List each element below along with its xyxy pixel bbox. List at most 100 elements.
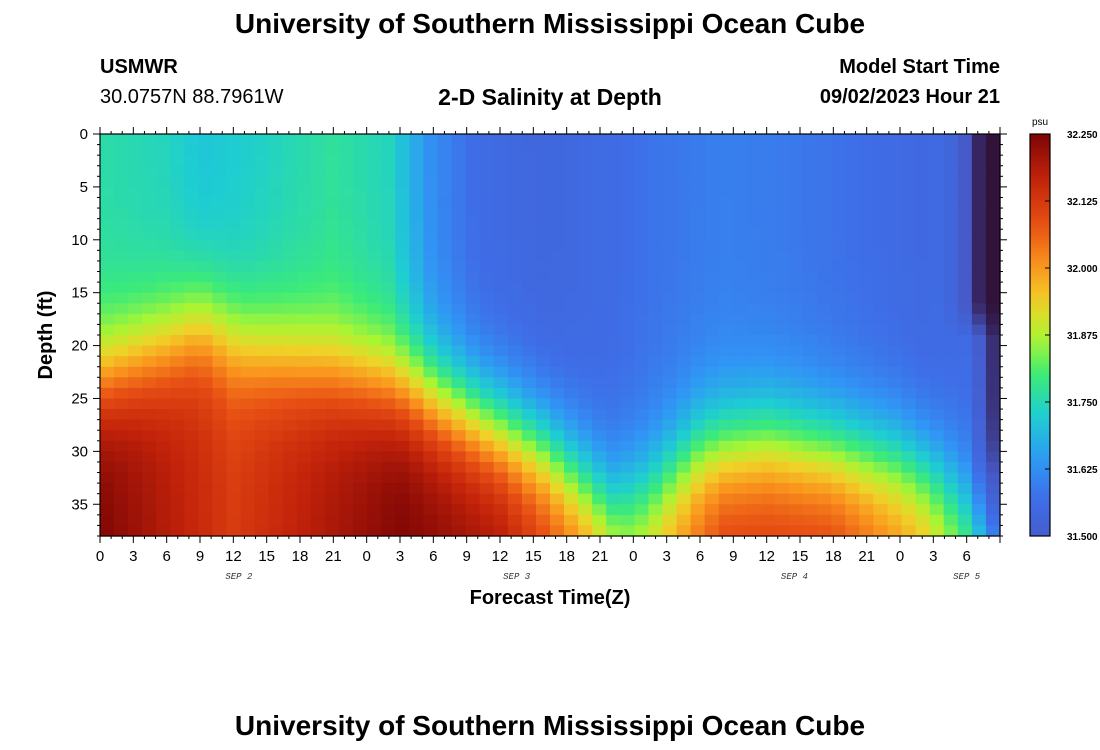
heatmap-cell [367,186,382,199]
heatmap-cell [564,483,579,495]
heatmap-cell [564,366,579,378]
heatmap-cell [451,451,467,463]
heatmap-cell [170,483,185,495]
heatmap-cell [114,335,129,347]
heatmap-cell [353,144,368,156]
heatmap-cell [395,419,410,431]
heatmap-cell [409,430,425,442]
heatmap-cell [704,165,720,177]
heatmap-cell [887,409,903,421]
heatmap-cell [437,155,453,167]
heatmap-cell [775,134,790,146]
heatmap-cell [760,218,776,230]
heatmap-cell [156,366,171,378]
heatmap-cell [901,366,917,378]
heatmap-cell [985,345,1001,357]
heatmap-cell [465,377,481,389]
heatmap-cell [493,472,509,484]
heatmap-cell [479,514,495,527]
heatmap-cell [662,356,678,368]
heatmap-cell [606,229,621,241]
heatmap-cell [381,387,396,400]
heatmap-cell [676,229,692,241]
heatmap-cell [859,176,875,188]
heatmap-cell [451,366,467,378]
heatmap-cell [690,134,706,146]
heatmap-cell [775,345,790,357]
heatmap-cell [268,377,284,389]
heatmap-cell [451,239,467,251]
heatmap-cell [296,165,312,177]
heatmap-cell [310,493,326,505]
heatmap-cell [648,356,664,368]
heatmap-cell [690,186,706,199]
heatmap-cell [339,525,354,537]
heatmap-cell [353,186,368,199]
heatmap-cell [310,155,326,167]
heatmap-cell [156,387,171,400]
heatmap-cell [128,366,143,378]
heatmap-cell [423,165,439,177]
heatmap-cell [578,155,593,167]
heatmap-cell [198,514,214,527]
heatmap-cell [521,430,537,442]
heatmap-cell [142,504,157,516]
heatmap-cell [114,493,129,505]
heatmap-cell [493,250,509,262]
heatmap-cell [943,356,959,368]
heatmap-cell [310,440,326,452]
heatmap-cell [971,303,987,315]
heatmap-cell [690,250,706,262]
heatmap-cell [662,366,678,378]
heatmap-cell [395,451,410,463]
heatmap-cell [943,324,959,336]
heatmap-cell [437,239,453,251]
heatmap-cell [310,176,326,188]
heatmap-cell [789,186,804,199]
heatmap-cell [535,387,551,400]
heatmap-cell [718,377,734,389]
heatmap-cell [760,483,776,495]
heatmap-cell [578,493,593,505]
x-tick-label: 3 [662,548,670,565]
heatmap-cell [507,409,523,421]
heatmap-cell [676,451,692,463]
heatmap-cell [310,313,326,326]
heatmap-cell [845,419,860,431]
heatmap-cell [620,208,635,220]
heatmap-cell [606,282,621,294]
heatmap-cell [339,197,354,209]
heatmap-cell [620,176,635,188]
heatmap-cell [957,165,973,177]
heatmap-cell [282,356,298,368]
heatmap-cell [339,282,354,294]
heatmap-cell [395,504,410,516]
heatmap-cell [564,377,579,389]
heatmap-cell [789,409,804,421]
heatmap-cell [690,504,706,516]
heatmap-cell [240,366,256,378]
heatmap-cell [114,525,129,537]
heatmap-cell [831,324,846,336]
heatmap-cell [381,250,396,262]
heatmap-cell [507,176,523,188]
heatmap-cell [409,155,425,167]
heatmap-cell [606,504,621,516]
heatmap-cell [676,409,692,421]
heatmap-cell [845,313,860,326]
heatmap-cell [381,324,396,336]
heatmap-cell [957,197,973,209]
heatmap-cell [310,186,326,199]
heatmap-cell [282,134,298,146]
heatmap-cell [451,144,467,156]
heatmap-cell [690,218,706,230]
heatmap-cell [268,345,284,357]
heatmap-cell [732,419,748,431]
heatmap-cell [437,472,453,484]
heatmap-cell [564,134,579,146]
heatmap-cell [831,377,846,389]
heatmap-cell [845,303,860,315]
heatmap-cell [957,356,973,368]
heatmap-cell [929,345,945,357]
heatmap-cell [789,282,804,294]
